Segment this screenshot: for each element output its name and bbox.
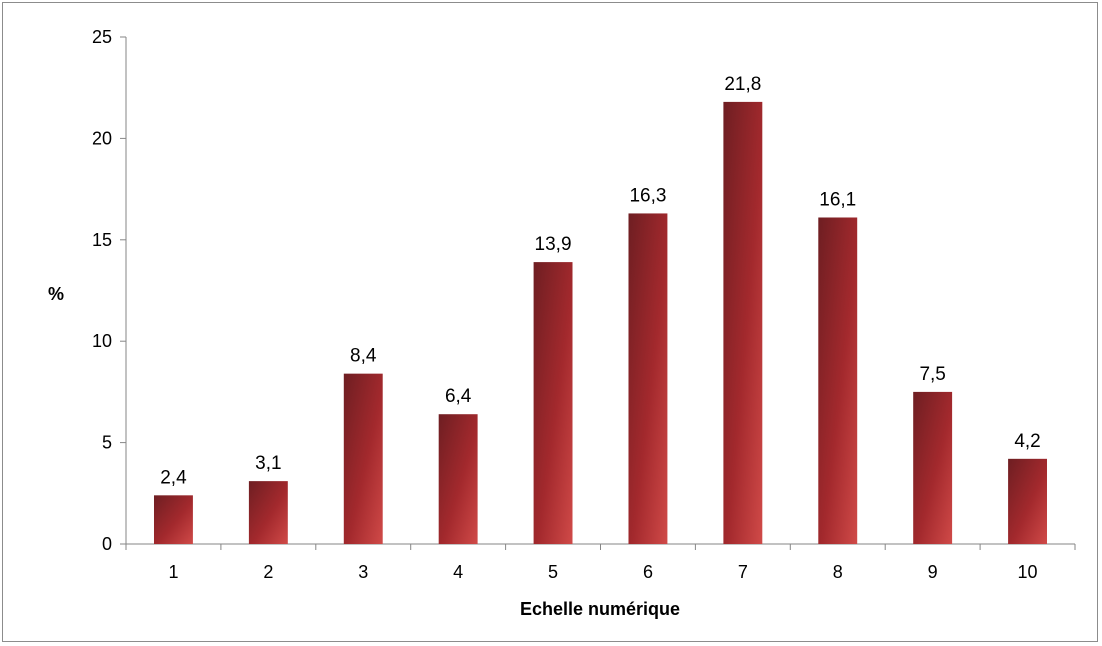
x-tick-label: 6 — [643, 562, 653, 582]
y-axis-title: % — [48, 284, 64, 304]
x-tick-label: 4 — [453, 562, 463, 582]
x-tick-label: 9 — [928, 562, 938, 582]
x-tick-label: 2 — [263, 562, 273, 582]
bar — [153, 495, 193, 544]
bar — [723, 101, 763, 545]
x-tick-label: 10 — [1018, 562, 1038, 582]
x-tick-label: 8 — [833, 562, 843, 582]
bar — [438, 414, 478, 544]
bar-value-label: 7,5 — [919, 364, 945, 385]
bar-value-label: 4,2 — [1014, 431, 1040, 452]
bar-value-label: 6,4 — [445, 386, 472, 407]
x-tick-label: 1 — [168, 562, 178, 582]
bar-value-label: 21,8 — [724, 74, 761, 95]
bar-value-label: 8,4 — [350, 346, 377, 367]
y-tick-label: 0 — [102, 534, 112, 554]
x-axis-title: Echelle numérique — [520, 599, 680, 619]
x-tick-label: 3 — [358, 562, 368, 582]
bar — [1008, 458, 1048, 544]
x-tick-label: 5 — [548, 562, 558, 582]
x-tick-label: 7 — [738, 562, 748, 582]
bar-value-label: 3,1 — [255, 453, 281, 474]
y-tick-label: 5 — [102, 433, 112, 453]
bar — [533, 262, 573, 544]
bar-value-label: 16,1 — [819, 189, 856, 210]
bar-value-label: 16,3 — [629, 185, 666, 206]
bar-value-label: 2,4 — [160, 467, 187, 488]
y-tick-label: 15 — [92, 230, 112, 250]
bars — [153, 101, 1048, 545]
bar — [343, 373, 383, 544]
data-labels: 2,4 3,1 8,4 6,4 13,9 16,3 21,8 16,1 7,5 4,2 — [160, 74, 1041, 488]
bar — [628, 213, 668, 544]
bar — [818, 217, 858, 544]
bar-value-label: 13,9 — [535, 234, 572, 255]
bar — [248, 481, 288, 544]
y-tick-label: 10 — [92, 331, 112, 351]
bar — [913, 391, 953, 544]
y-tick-label: 20 — [92, 128, 112, 148]
y-tick-label: 25 — [92, 27, 112, 47]
